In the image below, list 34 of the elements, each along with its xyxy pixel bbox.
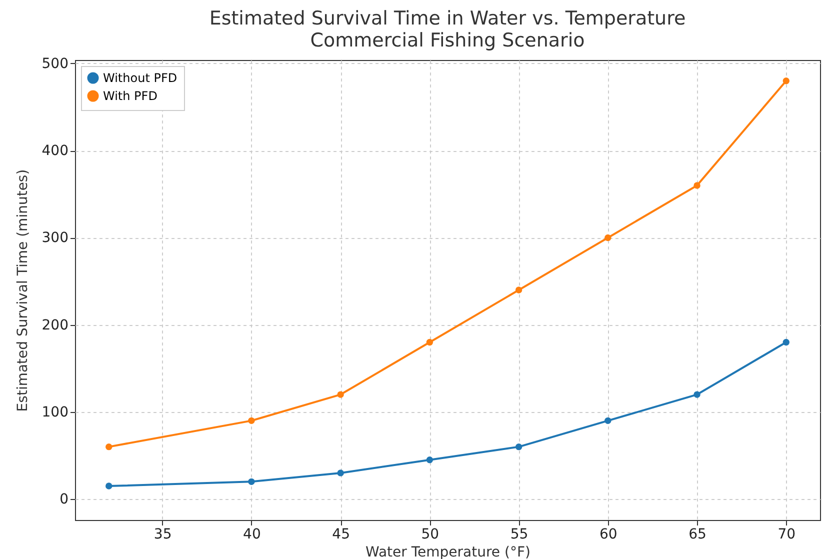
x-tick-label: 35 — [154, 526, 172, 542]
y-tick-label: 300 — [42, 230, 68, 246]
x-tick-label: 60 — [599, 526, 618, 542]
y-tick-label: 100 — [42, 404, 68, 420]
point — [782, 338, 790, 346]
x-tick-label: 45 — [332, 526, 350, 542]
point — [337, 391, 344, 398]
y-axis-title: Estimated Survival Time (minutes) — [14, 169, 31, 412]
x-tick-label: 70 — [778, 526, 796, 542]
point — [604, 417, 612, 424]
point — [106, 443, 112, 450]
point — [337, 470, 344, 476]
point — [782, 78, 790, 84]
y-tick-label: 500 — [42, 56, 68, 72]
legend-label: Without PFD — [103, 71, 178, 85]
x-tick-label: 65 — [688, 526, 706, 542]
point — [106, 482, 112, 490]
y-tick-label: 400 — [42, 143, 68, 160]
point — [248, 478, 255, 486]
x-tick-label: 50 — [421, 526, 440, 542]
x-tick-label: 55 — [510, 526, 528, 542]
point — [248, 417, 255, 424]
point — [426, 338, 434, 346]
point — [694, 182, 700, 189]
point — [515, 443, 522, 450]
legend-label: With PFD — [103, 89, 158, 103]
point — [515, 286, 522, 294]
point — [426, 456, 434, 464]
y-tick-label: 0 — [60, 492, 68, 508]
point — [694, 391, 700, 398]
y-tick-label: 200 — [42, 317, 68, 334]
chart-title: Estimated Survival Time in Water vs. Temperature Commercial Fishing Scenario — [209, 7, 686, 52]
x-tick-label: 40 — [243, 526, 261, 542]
point — [604, 234, 612, 242]
